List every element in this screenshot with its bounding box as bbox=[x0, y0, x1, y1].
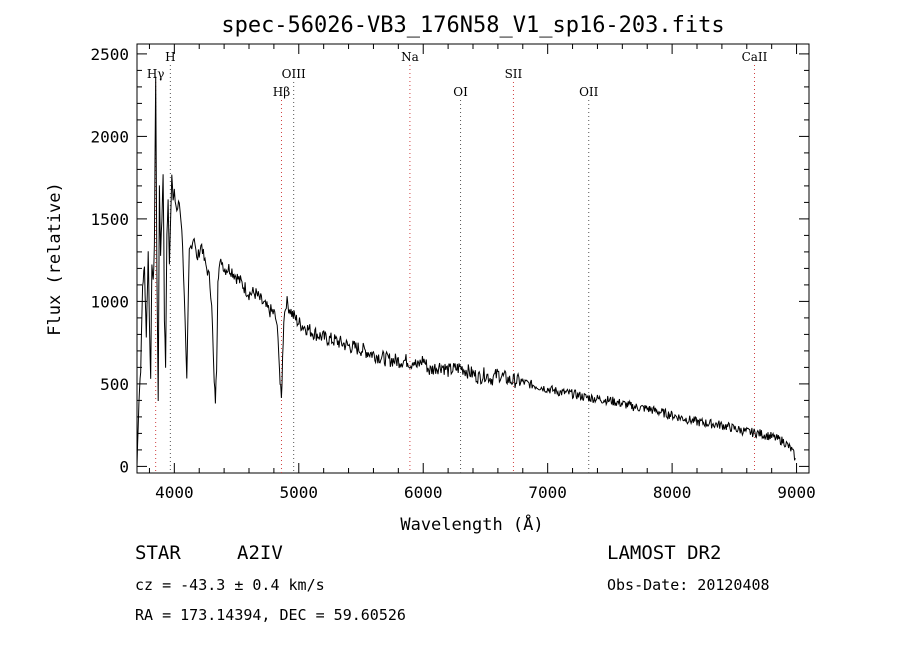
y-tick-label: 1500 bbox=[90, 210, 129, 229]
y-tick-label: 2000 bbox=[90, 127, 129, 146]
object-class-text: STAR bbox=[135, 542, 181, 564]
marker-label: SII bbox=[505, 67, 523, 81]
marker-label: Hβ bbox=[273, 85, 290, 99]
marker-label: OII bbox=[579, 85, 599, 99]
x-tick-label: 7000 bbox=[528, 483, 567, 502]
redshift-text: cz = -43.3 ± 0.4 km/s bbox=[135, 576, 325, 594]
x-tick-label: 5000 bbox=[280, 483, 319, 502]
marker-label: CaII bbox=[742, 50, 768, 64]
marker-label: Na bbox=[401, 50, 419, 64]
obs-date-text: Obs-Date: 20120408 bbox=[607, 576, 770, 594]
x-axis-label: Wavelength (Å) bbox=[400, 513, 543, 535]
marker-label: H bbox=[165, 50, 175, 64]
x-axis-ticks: 4000 5000 6000 7000 8000 9000 bbox=[148, 44, 816, 502]
marker-label: OIII bbox=[282, 67, 306, 81]
y-axis-ticks: 0 500 1000 1500 2000 2500 bbox=[90, 45, 809, 476]
y-tick-label: 500 bbox=[100, 375, 129, 394]
x-tick-label: 8000 bbox=[653, 483, 692, 502]
y-tick-label: 2500 bbox=[90, 45, 129, 64]
marker-label: Hγ bbox=[147, 67, 165, 81]
x-tick-label: 4000 bbox=[155, 483, 194, 502]
chart-title: spec-56026-VB3_176N58_V1_sp16-203.fits bbox=[221, 13, 724, 38]
y-tick-label: 1000 bbox=[90, 292, 129, 311]
spectrum-series-line bbox=[136, 76, 796, 467]
x-tick-label: 9000 bbox=[777, 483, 816, 502]
marker-label: OI bbox=[453, 85, 468, 99]
y-axis-label: Flux (relative) bbox=[45, 182, 65, 336]
coordinates-text: RA = 173.14394, DEC = 59.60526 bbox=[135, 606, 406, 624]
spectral-line-markers: HγH Hβ OIII Na OI SII OII CaII bbox=[147, 50, 768, 473]
y-tick-label: 0 bbox=[119, 457, 129, 476]
survey-text: LAMOST DR2 bbox=[607, 542, 721, 564]
subclass-text: A2IV bbox=[237, 542, 283, 564]
x-tick-label: 6000 bbox=[404, 483, 443, 502]
plot-frame bbox=[136, 43, 810, 474]
